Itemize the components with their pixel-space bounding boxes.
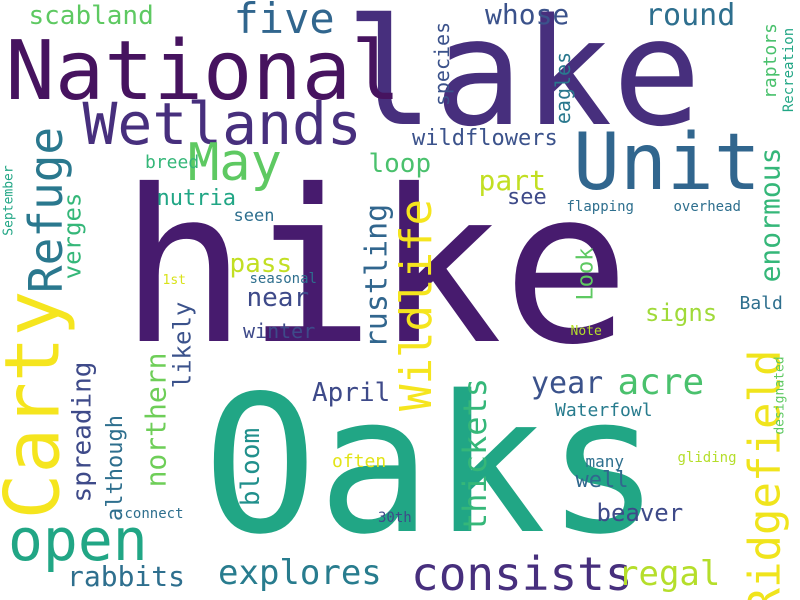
word-regal: regal — [618, 554, 721, 594]
word-likely: likely — [167, 301, 196, 389]
word-april: April — [312, 378, 391, 408]
word-signs: signs — [645, 299, 718, 327]
word-september: September — [1, 164, 17, 236]
word-1st: 1st — [162, 272, 186, 288]
word-thickets: thickets — [456, 377, 495, 533]
word-winter: winter — [243, 319, 316, 343]
word-breed: breed — [145, 152, 200, 173]
word-whose: whose — [485, 0, 570, 31]
word-often: often — [332, 451, 387, 472]
word-seen: seen — [233, 205, 275, 226]
word-scabland: scabland — [28, 1, 154, 31]
word-near: near — [246, 283, 310, 313]
word-enormous: enormous — [752, 147, 786, 283]
word-wildflowers: wildflowers — [412, 126, 558, 151]
word-national: National — [5, 24, 401, 119]
word-look: Look — [572, 247, 598, 301]
word-acre: acre — [617, 362, 705, 403]
word-designated: designated — [772, 355, 788, 435]
word-consists: consists — [411, 547, 633, 600]
word-carty: Carty — [0, 290, 76, 520]
word-rabbits: rabbits — [67, 560, 186, 593]
word-pass: pass — [229, 249, 293, 279]
word-although: although — [102, 415, 128, 521]
word-see: see — [507, 185, 547, 210]
word-note: Note — [570, 323, 602, 339]
word-spreading: spreading — [66, 361, 97, 503]
word-loop: loop — [368, 149, 432, 179]
word-part: part — [478, 164, 546, 197]
word-wildlife: Wildlife — [390, 199, 442, 411]
word-unit: Unit — [573, 118, 761, 208]
word-gliding: gliding — [677, 450, 737, 466]
word-nutria: nutria — [156, 186, 236, 211]
word-flapping: flapping — [566, 199, 634, 215]
word-round: round — [645, 0, 736, 33]
word-hike: hike — [119, 144, 631, 391]
word-waterfowl: Waterfowl — [555, 400, 653, 421]
word-well: well — [575, 468, 629, 493]
word-recreation: Recreation — [781, 27, 798, 113]
word-raptors: raptors — [759, 23, 781, 99]
word-oaks: Oaks — [203, 355, 661, 576]
word-lake: lake — [345, 0, 702, 159]
word-rustling: rustling — [358, 203, 394, 349]
word-many: many — [585, 452, 625, 471]
word-overhead: overhead — [673, 199, 741, 215]
word-northern: northern — [138, 352, 172, 488]
word-may: May — [188, 133, 282, 193]
word-eagles: eagles — [551, 51, 576, 125]
word-open: open — [8, 506, 148, 574]
word-bloom: bloom — [236, 427, 267, 507]
word-five: five — [233, 0, 335, 43]
word-verges: verges — [57, 192, 86, 280]
word-beaver: beaver — [596, 499, 684, 527]
word-bald: Bald — [739, 293, 783, 314]
word-connect: connect — [124, 506, 184, 522]
word-seasonal: seasonal — [249, 271, 317, 287]
word-wetlands: Wetlands — [82, 90, 362, 158]
word-explores: explores — [218, 553, 382, 593]
word-species: species — [430, 21, 455, 107]
word-30th: 30th — [378, 510, 412, 526]
word-year: year — [531, 366, 604, 401]
